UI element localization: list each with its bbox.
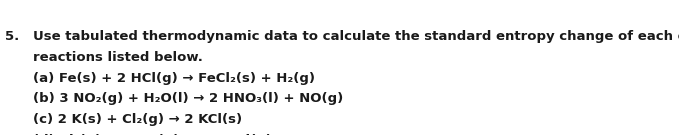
Text: (a) Fe(s) + 2 HCl(g) → FeCl₂(s) + H₂(g): (a) Fe(s) + 2 HCl(g) → FeCl₂(s) + H₂(g) — [33, 72, 314, 85]
Text: Use tabulated thermodynamic data to calculate the standard entropy change of eac: Use tabulated thermodynamic data to calc… — [33, 30, 679, 43]
Text: (b) 3 NO₂(g) + H₂O(l) → 2 HNO₃(l) + NO(g): (b) 3 NO₂(g) + H₂O(l) → 2 HNO₃(l) + NO(g… — [33, 92, 343, 105]
Text: (c) 2 K(s) + Cl₂(g) → 2 KCl(s): (c) 2 K(s) + Cl₂(g) → 2 KCl(s) — [33, 113, 242, 126]
Text: reactions listed below.: reactions listed below. — [33, 51, 202, 64]
Text: 5.: 5. — [5, 30, 20, 43]
Text: (d) Cl₂(g) + 2 NO(g) → 2 NOCl(g): (d) Cl₂(g) + 2 NO(g) → 2 NOCl(g) — [33, 134, 272, 135]
